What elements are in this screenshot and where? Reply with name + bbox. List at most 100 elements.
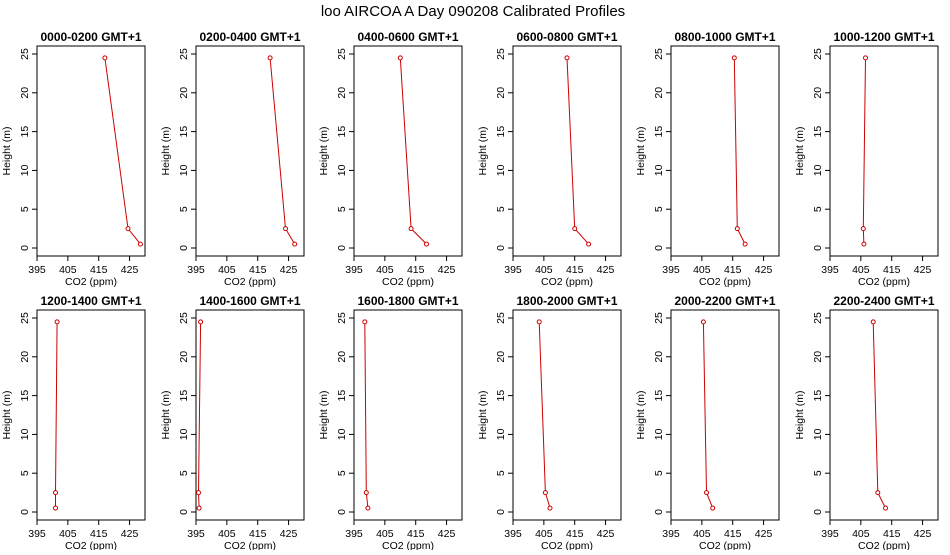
x-tick-label: 425 (755, 528, 773, 540)
panel-title: 0800-1000 GMT+1 (674, 30, 775, 44)
y-tick-label: 25 (495, 312, 507, 324)
y-tick-label: 15 (336, 390, 348, 402)
x-tick-label: 425 (438, 264, 456, 276)
data-point (408, 226, 414, 232)
y-tick-label: 10 (336, 164, 348, 176)
plot-frame (36, 309, 146, 521)
data-point (137, 241, 143, 247)
y-tick-label: 15 (178, 126, 190, 138)
x-tick-label: 405 (693, 528, 711, 540)
plot-frame (512, 45, 622, 257)
y-tick-label: 0 (336, 245, 348, 251)
profile-line (104, 57, 141, 245)
data-point (870, 319, 876, 325)
y-tick-label: 25 (812, 48, 824, 60)
profile-line (538, 321, 551, 509)
y-tick-label: 25 (19, 48, 31, 60)
y-tick-label: 15 (19, 126, 31, 138)
data-point (363, 490, 369, 496)
x-axis-label: CO2 (ppm) (541, 540, 593, 550)
x-tick-label: 405 (693, 264, 711, 276)
data-point (700, 319, 706, 325)
y-tick-label: 20 (495, 87, 507, 99)
chart-panel-4: 0600-0800 GMT+1 395 405 415 425 CO2 (ppm) 0 5 10… (477, 30, 622, 288)
y-tick-label: 20 (495, 351, 507, 363)
y-tick-label: 25 (336, 312, 348, 324)
x-tick-label: 415 (724, 264, 742, 276)
plot-frame (36, 45, 146, 257)
data-point (542, 490, 548, 496)
y-tick-label: 5 (19, 206, 31, 212)
x-tick-label: 395 (662, 528, 680, 540)
data-point (586, 241, 592, 247)
chart-panel-10: 1800-2000 GMT+1 395 405 415 425 CO2 (ppm) 0 5 10… (477, 294, 622, 552)
plot-frame (670, 309, 780, 521)
plot-frame (195, 309, 305, 521)
y-tick-label: 10 (178, 428, 190, 440)
plot-frame (829, 309, 939, 521)
profile-line (197, 321, 202, 509)
x-axis-label: CO2 (ppm) (382, 276, 434, 288)
profile-line (862, 57, 866, 245)
x-tick-label: 395 (821, 264, 839, 276)
y-tick-label: 15 (653, 390, 665, 402)
y-axis-label: Height (m) (318, 126, 330, 175)
x-tick-label: 405 (59, 528, 77, 540)
y-axis-label: Height (m) (160, 126, 172, 175)
y-axis-label: Height (m) (1, 126, 13, 175)
data-point (365, 505, 371, 511)
x-tick-label: 415 (407, 528, 425, 540)
plot-frame (512, 309, 622, 521)
x-tick-label: 395 (662, 264, 680, 276)
chart-panel-5: 0800-1000 GMT+1 395 405 415 425 CO2 (ppm) 0 5 10… (635, 30, 780, 288)
y-tick-label: 15 (178, 390, 190, 402)
x-tick-label: 395 (504, 528, 522, 540)
panel-title: 1800-2000 GMT+1 (516, 294, 617, 308)
y-tick-label: 0 (336, 509, 348, 515)
y-tick-label: 5 (336, 470, 348, 476)
y-tick-label: 10 (812, 428, 824, 440)
x-tick-label: 395 (504, 264, 522, 276)
x-tick-label: 405 (376, 264, 394, 276)
y-axis-label: Height (m) (318, 390, 330, 439)
x-axis-label: CO2 (ppm) (541, 276, 593, 288)
data-point (704, 490, 709, 496)
y-tick-label: 10 (495, 428, 507, 440)
x-tick-label: 425 (597, 528, 615, 540)
y-tick-label: 0 (178, 245, 190, 251)
y-axis-label: Height (m) (794, 390, 806, 439)
y-tick-label: 10 (19, 428, 31, 440)
y-tick-label: 10 (812, 164, 824, 176)
y-tick-label: 25 (19, 312, 31, 324)
x-axis-label: CO2 (ppm) (858, 276, 910, 288)
x-tick-label: 395 (187, 264, 205, 276)
y-tick-label: 15 (812, 126, 824, 138)
x-tick-label: 425 (914, 264, 932, 276)
y-tick-label: 0 (653, 509, 665, 515)
y-tick-label: 15 (19, 390, 31, 402)
x-tick-label: 415 (90, 264, 108, 276)
data-point (397, 55, 403, 61)
data-point (424, 241, 429, 247)
y-tick-label: 25 (653, 312, 665, 324)
y-tick-label: 5 (178, 470, 190, 476)
x-tick-label: 425 (121, 264, 139, 276)
x-axis-label: CO2 (ppm) (224, 276, 276, 288)
y-tick-label: 10 (336, 428, 348, 440)
y-tick-label: 25 (178, 312, 190, 324)
y-tick-label: 5 (178, 206, 190, 212)
y-tick-label: 20 (653, 87, 665, 99)
y-tick-label: 5 (812, 206, 824, 212)
x-tick-label: 415 (566, 264, 584, 276)
data-point (283, 226, 288, 232)
data-point (267, 55, 273, 61)
y-tick-label: 20 (19, 87, 31, 99)
profile-line (55, 321, 58, 509)
y-tick-label: 15 (812, 390, 824, 402)
chart-panel-12: 2200-2400 GMT+1 395 405 415 425 CO2 (ppm) 0 5 10… (794, 294, 939, 552)
panel-title: 0000-0200 GMT+1 (40, 30, 141, 44)
plot-frame (353, 45, 463, 257)
y-tick-label: 20 (812, 87, 824, 99)
data-point (292, 241, 298, 247)
